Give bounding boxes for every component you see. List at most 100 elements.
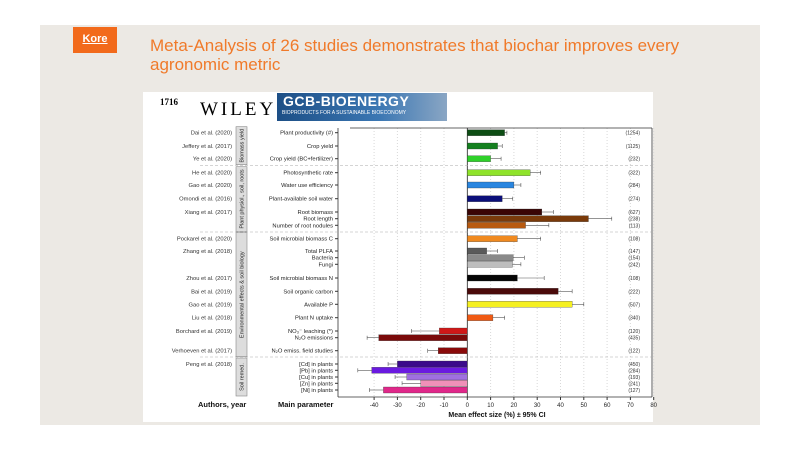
sample-size: (242) [628,262,640,268]
sample-size: (340) [628,316,640,322]
parameter-label: Available P [304,302,333,308]
x-tick-label: 10 [487,403,494,409]
x-tick-label: -40 [370,403,379,409]
bar-11 [467,247,487,255]
bar-15 [467,288,559,295]
sample-size: (1254) [626,131,641,137]
bar-20 [438,347,468,354]
author-label: Pockarel et al. (2020) [177,237,232,243]
author-label: Gao et al. (2020) [188,183,232,189]
bar-23 [406,373,468,381]
bar-9 [467,222,526,229]
bar-18 [439,327,468,335]
parameter-label: Photosynthetic rate [283,171,333,177]
parameter-label: Soil microbial biomass C [270,237,333,243]
author-label: Bai et al. (2019) [191,289,232,295]
bar-7 [467,208,543,216]
x-tick-label: 50 [580,403,587,409]
x-tick-label: -20 [416,403,425,409]
journal-title: GCB-BIOENERGY [283,93,410,109]
parameter-label: Soil microbial biomass N [270,276,333,282]
bar-3 [467,155,491,162]
group-box [235,166,248,232]
sample-size: (274) [628,197,640,203]
bar-14 [467,274,518,282]
x-tick-label: -30 [393,403,402,409]
x-tick-label: 20 [511,403,518,409]
sample-size: (122) [628,349,640,355]
sample-size: (108) [628,276,640,282]
author-label: Ye et al. (2020) [193,157,232,163]
sample-size: (322) [628,171,640,177]
author-label: Peng et al. (2018) [186,362,232,368]
sample-size: (147) [628,249,640,255]
parameter-label: [Pb] in plants [299,368,333,374]
author-label: Zhou et al. (2017) [186,276,232,282]
parameter-label: Number of root nodules [272,223,333,229]
bar-22 [371,367,468,374]
author-label: Xiang et al. (2017) [185,210,232,216]
bar-24 [420,380,468,387]
parameter-label: Crop yield [307,144,333,150]
bar-4 [467,169,531,176]
sample-size: (120) [628,329,640,335]
x-tick-label: 0 [466,403,470,409]
x-tick-label: 30 [534,403,541,409]
parameter-label: NO₃⁻ leaching (*) [288,329,333,335]
parameter-label: Soil organic carbon [283,289,333,295]
group-label: Soil remed. [240,363,246,391]
slide-title: Meta-Analysis of 26 studies demonstrates… [150,36,680,74]
sample-size: (1125) [626,144,640,150]
sample-size: (232) [628,157,640,163]
publisher-logo: WILEY [200,99,277,120]
parameter-label: [Cd] in plants [299,362,333,368]
page-number: 1716 [160,97,178,107]
sample-size: (435) [628,336,640,342]
x-tick-label: 60 [604,403,611,409]
x-tick-label: 40 [557,403,564,409]
bar-16 [467,301,573,308]
group-box [235,126,248,165]
sample-size: (127) [628,388,640,394]
bar-21 [397,360,468,368]
parameter-label: Root length [303,217,333,223]
journal-subtitle: BIOPRODUCTS FOR A SUSTAINABLE BIOECONOMY [282,110,407,116]
parameter-label: N₂O emiss. field studies [271,349,333,355]
bar-12 [467,254,514,261]
bar-5 [467,181,515,189]
group-label: Plant physiol., soil, roots [240,169,246,229]
x-tick-label: 70 [627,403,634,409]
sample-size: (241) [628,381,640,387]
bar-25 [383,386,468,394]
x-axis-title: Mean effect size (%) ± 95% CI [448,412,545,419]
x-tick-label: 80 [650,403,657,409]
bar-8 [467,215,589,222]
parameter-label: [Zn] in plants [300,381,333,387]
bar-2 [467,142,498,150]
author-label: Jeffery et al. (2017) [182,144,232,150]
bar-6 [467,195,503,202]
sample-size: (627) [628,210,640,216]
parameter-label: Plant N uptake [295,316,333,322]
parameter-label: N₂O emissions [295,336,333,342]
bar-17 [467,314,494,321]
sample-size: (108) [628,237,640,243]
group-label: Environmental effects & soil biology [240,251,246,338]
journal-banner: GCB-BIOENERGY BIOPRODUCTS FOR A SUSTAINA… [277,93,447,121]
bar-1 [467,129,505,136]
group-box [235,357,248,397]
sample-size: (507) [628,302,640,308]
parameter-label: Plant-available soil water [269,197,333,203]
parameter-label: Fungi [318,262,333,268]
bar-13 [467,261,513,268]
bar-10 [467,235,518,242]
parameter-label: Crop yield (BC+fertilizer) [270,157,333,163]
author-label: Omondi et al. (2016) [179,197,232,203]
sample-size: (193) [628,375,640,381]
sample-size: (284) [628,183,640,189]
author-label: Gao et al. (2019) [188,302,232,308]
author-label: Borchard et al. (2019) [176,329,232,335]
author-label: Liu et al. (2018) [192,316,232,322]
parameter-column-title: Main parameter [278,400,334,409]
